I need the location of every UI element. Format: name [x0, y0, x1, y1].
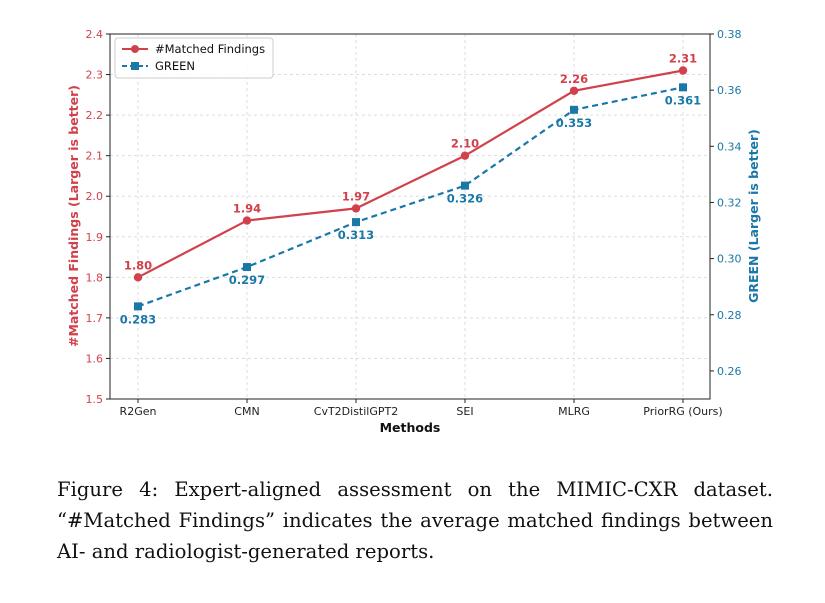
data-point-green	[352, 218, 360, 227]
chart: 1.51.61.71.81.92.02.12.22.32.4 0.260.280…	[66, 28, 761, 435]
legend-marker-matched	[131, 45, 139, 53]
data-point-matched-findings	[133, 273, 143, 282]
right-tick-label: 0.32	[717, 196, 742, 209]
legend: #Matched Findings GREEN	[114, 37, 274, 79]
legend-label-matched: #Matched Findings	[155, 42, 265, 56]
legend-marker-green	[131, 62, 139, 70]
left-y-axis: 1.5 1.6 1.7 1.8 1.9 2.0 2.1 2.2 2.3 2.4	[86, 28, 110, 406]
data-label-green: 0.326	[447, 192, 483, 206]
plot-frame	[109, 33, 711, 400]
series-line-green	[137, 86, 684, 308]
data-label-matched-findings: 2.26	[560, 72, 588, 86]
grid	[110, 33, 710, 400]
left-tick-label: 1.6	[86, 352, 104, 365]
left-tick-label: 2.4	[86, 28, 104, 41]
data-label-matched-findings: 1.80	[124, 258, 152, 272]
left-tick-label: 2.3	[86, 69, 104, 82]
data-point-green	[243, 263, 251, 272]
right-tick-label: 0.36	[717, 84, 742, 97]
data-label-green: 0.353	[556, 116, 592, 130]
data-point-matched-findings	[569, 86, 579, 95]
data-point-matched-findings	[460, 151, 470, 160]
x-tick-label: R2Gen	[120, 405, 157, 418]
data-point-green	[679, 83, 687, 92]
left-y-axis-label: #Matched Findings (Larger is better)	[66, 85, 81, 347]
data-label-green: 0.313	[338, 228, 374, 242]
left-tick-label: 2.0	[86, 190, 104, 203]
data-label-matched-findings: 1.94	[233, 202, 261, 216]
right-tick-label: 0.26	[717, 365, 742, 378]
data-label-matched-findings: 1.97	[342, 189, 370, 203]
data-point-matched-findings	[351, 204, 361, 213]
legend-box	[114, 37, 274, 79]
x-tick-label: SEI	[456, 405, 473, 418]
legend-label-green: GREEN	[155, 59, 195, 73]
right-tick-label: 0.28	[717, 309, 742, 322]
data-label-green: 0.297	[229, 273, 265, 287]
x-axis: R2Gen CMN CvT2DistilGPT2 SEI MLRG PriorRG (Ou…	[120, 399, 723, 418]
series-line-matched-findings	[137, 69, 684, 279]
right-tick-label: 0.38	[717, 28, 742, 41]
data-point-green	[134, 302, 142, 311]
left-tick-label: 2.2	[86, 109, 104, 122]
data-label-matched-findings: 2.10	[451, 137, 479, 151]
data-label-green: 0.361	[665, 93, 701, 107]
right-y-axis-label: GREEN (Larger is better)	[746, 129, 761, 303]
x-tick-label: PriorRG (Ours)	[643, 405, 722, 418]
right-tick-label: 0.30	[717, 253, 742, 266]
left-tick-label: 1.7	[86, 312, 104, 325]
data-point-matched-findings	[678, 66, 688, 75]
x-tick-label: CMN	[234, 405, 259, 418]
left-tick-label: 1.9	[86, 231, 104, 244]
figure-caption: Figure 4: Expert-aligned assessment on t…	[57, 478, 773, 563]
data-point-green	[570, 105, 578, 114]
x-axis-label: Methods	[380, 420, 441, 435]
left-tick-label: 2.1	[86, 150, 104, 163]
left-tick-label: 1.8	[86, 271, 104, 284]
x-tick-label: MLRG	[558, 405, 590, 418]
series-layer	[133, 66, 688, 311]
left-tick-label: 1.5	[86, 393, 104, 406]
data-label-green: 0.283	[120, 312, 156, 326]
right-y-axis: 0.26 0.28 0.30 0.32 0.34 0.36 0.38	[710, 28, 742, 378]
data-point-matched-findings	[242, 216, 252, 225]
data-point-green	[461, 181, 469, 190]
right-tick-label: 0.34	[717, 140, 742, 153]
x-tick-label: CvT2DistilGPT2	[314, 405, 398, 418]
data-label-matched-findings: 2.31	[669, 52, 697, 66]
data-labels: 1.80 1.94 1.97 2.10 2.26 2.31 0.283 0.297 0.313 0…	[120, 52, 701, 327]
